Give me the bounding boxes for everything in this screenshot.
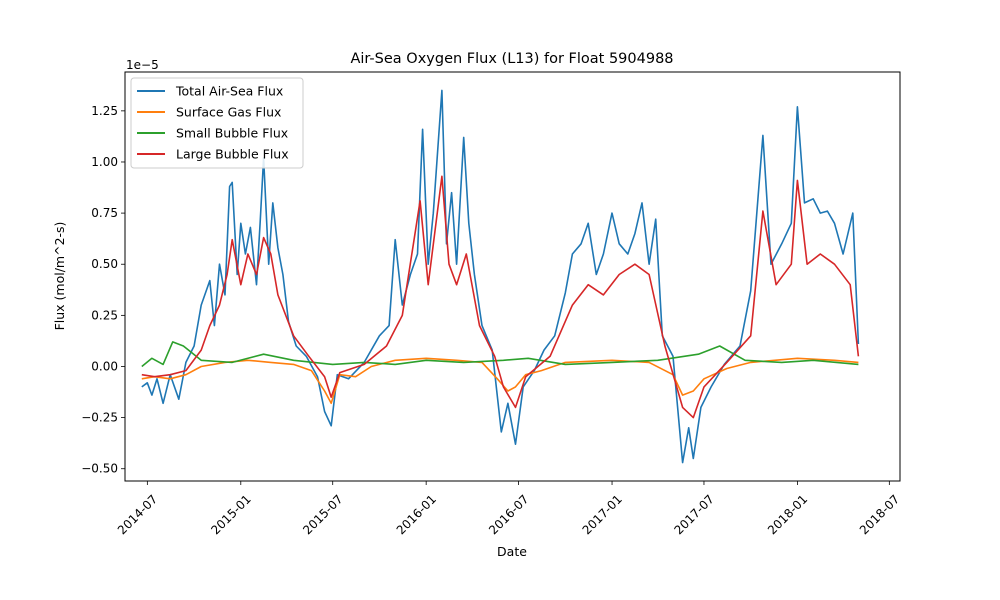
plot-frame [124, 71, 901, 482]
y-axis-label: Flux (mol/m^2-s) [52, 222, 67, 331]
y-offset-label: 1e−5 [126, 58, 159, 72]
legend-label-total-air-sea-flux: Total Air-Sea Flux [175, 84, 283, 99]
series-line-small-bubble-flux [141, 341, 859, 368]
y-axis: −0.50 −0.25 0.00 0.25 0.50 0.75 1.00 1.25 [81, 104, 125, 476]
legend-box [130, 77, 304, 169]
series-line-total-air-sea-flux [141, 89, 860, 464]
y-tick-label: 1.25 [91, 104, 118, 118]
legend-label-large-bubble-flux: Large Bubble Flux [176, 147, 289, 162]
legend-label-small-bubble-flux: Small Bubble Flux [176, 126, 288, 141]
series-layer [141, 89, 860, 464]
legend: Total Air-Sea Flux Surface Gas Flux Small … [130, 77, 304, 169]
series-line-large-bubble-flux [141, 175, 860, 419]
y-tick-label: 0.75 [91, 206, 118, 220]
y-tick-label: 1.00 [91, 155, 118, 169]
chart-title: Air-Sea Oxygen Flux (L13) for Float 5904… [350, 51, 673, 67]
legend-label-surface-gas-flux: Surface Gas Flux [176, 105, 281, 120]
y-tick-label: 0.50 [91, 257, 118, 271]
y-tick-label: −0.25 [81, 411, 118, 425]
x-axis-label: Date [497, 544, 527, 559]
y-tick-label: 0.00 [91, 359, 118, 373]
y-tick-label: −0.50 [81, 462, 118, 476]
y-tick-label: 0.25 [91, 308, 118, 322]
